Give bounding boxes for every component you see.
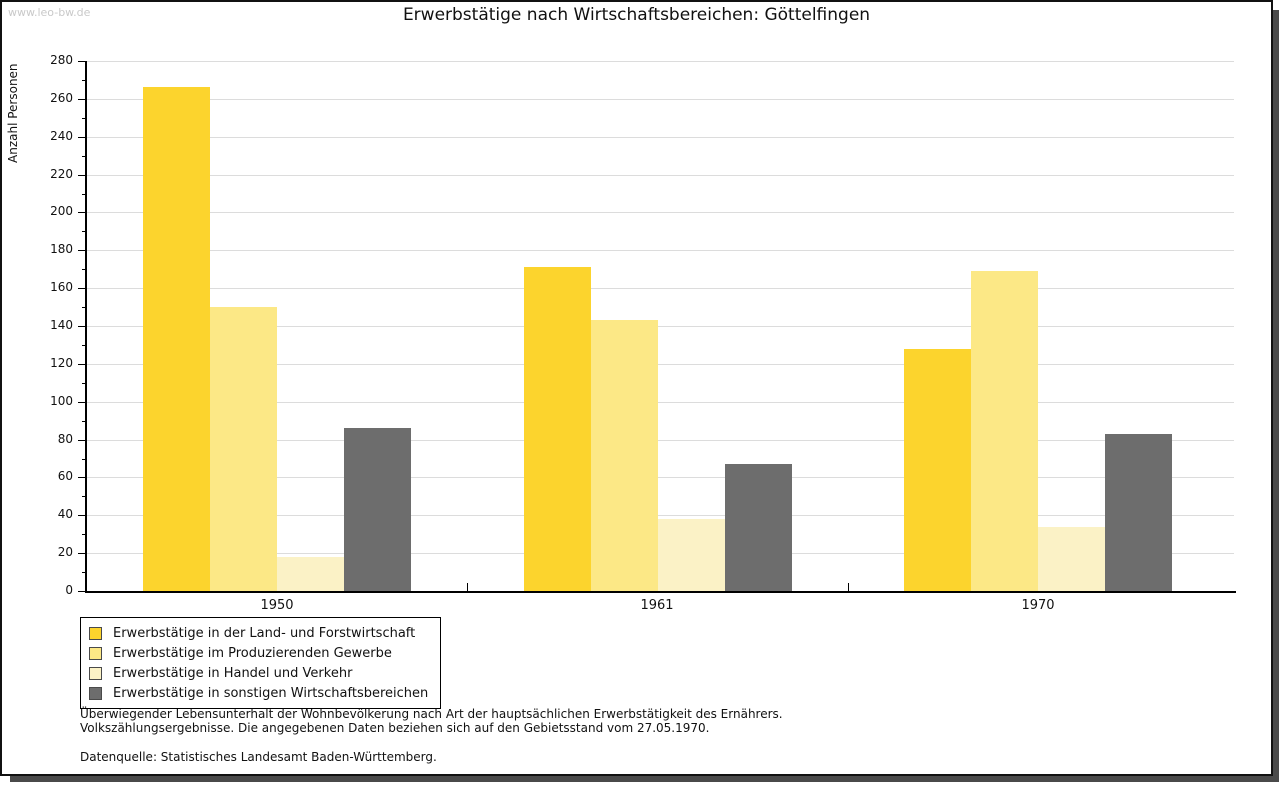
y-tick-label: 120 bbox=[50, 356, 73, 370]
y-gridline bbox=[87, 175, 1234, 176]
y-gridline bbox=[87, 477, 1234, 478]
data-source-note: Datenquelle: Statistisches Landesamt Bad… bbox=[80, 750, 437, 764]
chart-title: Erwerbstätige nach Wirtschaftsbereichen:… bbox=[402, 5, 871, 25]
y-tick bbox=[82, 459, 86, 460]
y-tick-label: 200 bbox=[50, 204, 73, 218]
y-tick bbox=[78, 553, 86, 554]
legend-item: Erwerbstätige im Produzierenden Gewerbe bbox=[89, 643, 428, 663]
bar bbox=[344, 428, 411, 591]
y-tick bbox=[78, 477, 86, 478]
y-tick-label: 260 bbox=[50, 91, 73, 105]
bar bbox=[524, 267, 591, 591]
x-boundary-tick bbox=[848, 583, 849, 591]
y-tick bbox=[78, 137, 86, 138]
legend-swatch-handel-verkehr bbox=[89, 666, 102, 680]
y-tick bbox=[82, 231, 86, 232]
y-tick bbox=[78, 326, 86, 327]
legend-label: Erwerbstätige in der Land- und Forstwirt… bbox=[113, 625, 416, 641]
y-tick-label: 100 bbox=[50, 394, 73, 408]
y-tick bbox=[82, 345, 86, 346]
y-tick bbox=[78, 591, 86, 592]
y-gridline bbox=[87, 137, 1234, 138]
y-tick bbox=[78, 250, 86, 251]
y-tick bbox=[78, 402, 86, 403]
y-tick bbox=[78, 440, 86, 441]
y-tick-label: 80 bbox=[57, 432, 73, 446]
y-tick bbox=[78, 288, 86, 289]
legend-label: Erwerbstätige in sonstigen Wirtschaftsbe… bbox=[113, 685, 429, 701]
y-tick bbox=[82, 383, 86, 384]
y-tick-label: 60 bbox=[57, 469, 73, 483]
y-gridline bbox=[87, 99, 1234, 100]
y-gridline bbox=[87, 515, 1234, 516]
y-tick bbox=[78, 212, 86, 213]
bar bbox=[1105, 434, 1172, 591]
chart-card: www.leo-bw.de Erwerbstätige nach Wirtsch… bbox=[0, 0, 1273, 776]
legend-item: Erwerbstätige in sonstigen Wirtschaftsbe… bbox=[89, 683, 428, 703]
y-gridline bbox=[87, 326, 1234, 327]
legend-label: Erwerbstätige in Handel und Verkehr bbox=[113, 665, 353, 681]
y-tick-label: 20 bbox=[57, 545, 73, 559]
y-axis bbox=[85, 61, 87, 593]
x-tick-label: 1950 bbox=[260, 598, 294, 613]
y-tick bbox=[78, 515, 86, 516]
y-tick-label: 140 bbox=[50, 318, 73, 332]
y-tick-label: 0 bbox=[65, 583, 73, 597]
bar bbox=[904, 349, 971, 591]
footnote: Überwiegender Lebensunterhalt der Wohnbe… bbox=[80, 707, 783, 735]
y-gridline bbox=[87, 364, 1234, 365]
legend-item: Erwerbstätige in der Land- und Forstwirt… bbox=[89, 623, 428, 643]
bar bbox=[1038, 527, 1105, 591]
y-tick bbox=[78, 99, 86, 100]
y-tick-label: 220 bbox=[50, 167, 73, 181]
y-tick bbox=[82, 80, 86, 81]
y-tick-label: 40 bbox=[57, 507, 73, 521]
y-gridline bbox=[87, 440, 1234, 441]
y-gridline bbox=[87, 61, 1234, 62]
y-tick bbox=[82, 269, 86, 270]
y-tick bbox=[78, 175, 86, 176]
bar bbox=[277, 557, 344, 591]
y-tick-label: 160 bbox=[50, 280, 73, 294]
legend-swatch-sonstige-wirtschaftsbereiche bbox=[89, 686, 102, 700]
y-tick bbox=[78, 61, 86, 62]
x-tick-label: 1970 bbox=[1021, 598, 1055, 613]
bar bbox=[210, 307, 277, 591]
x-tick-label: 1961 bbox=[640, 598, 674, 613]
y-gridline bbox=[87, 288, 1234, 289]
footnote-line-1: Überwiegender Lebensunterhalt der Wohnbe… bbox=[80, 707, 783, 721]
y-gridline bbox=[87, 212, 1234, 213]
y-tick bbox=[78, 364, 86, 365]
y-tick-label: 280 bbox=[50, 53, 73, 67]
y-tick bbox=[82, 307, 86, 308]
y-tick bbox=[82, 534, 86, 535]
y-tick bbox=[82, 421, 86, 422]
legend-item: Erwerbstätige in Handel und Verkehr bbox=[89, 663, 428, 683]
y-tick-label: 180 bbox=[50, 242, 73, 256]
footnote-line-2: Volkszählungsergebnisse. Die angegebenen… bbox=[80, 720, 710, 735]
y-tick bbox=[82, 572, 86, 573]
bar bbox=[725, 464, 792, 591]
y-tick bbox=[82, 118, 86, 119]
legend: Erwerbstätige in der Land- und Forstwirt… bbox=[80, 617, 442, 709]
y-gridline bbox=[87, 402, 1234, 403]
legend-swatch-land-forstwirtschaft bbox=[89, 626, 102, 640]
y-tick-label: 240 bbox=[50, 129, 73, 143]
bar bbox=[143, 87, 210, 591]
y-gridline bbox=[87, 250, 1234, 251]
bar bbox=[971, 271, 1038, 591]
y-tick bbox=[82, 194, 86, 195]
x-boundary-tick bbox=[467, 583, 468, 591]
legend-label: Erwerbstätige im Produzierenden Gewerbe bbox=[113, 645, 392, 661]
x-axis bbox=[85, 591, 1236, 593]
watermark-leo-bw: www.leo-bw.de bbox=[8, 6, 91, 19]
bar bbox=[658, 519, 725, 591]
y-tick bbox=[82, 496, 86, 497]
y-tick bbox=[82, 156, 86, 157]
legend-swatch-produzierendes-gewerbe bbox=[89, 646, 102, 660]
plot-area: 1950 1961 1970 0 20 40 60 80 100 120 140 160 180 200 2… bbox=[2, 2, 1271, 774]
bar bbox=[591, 320, 658, 591]
